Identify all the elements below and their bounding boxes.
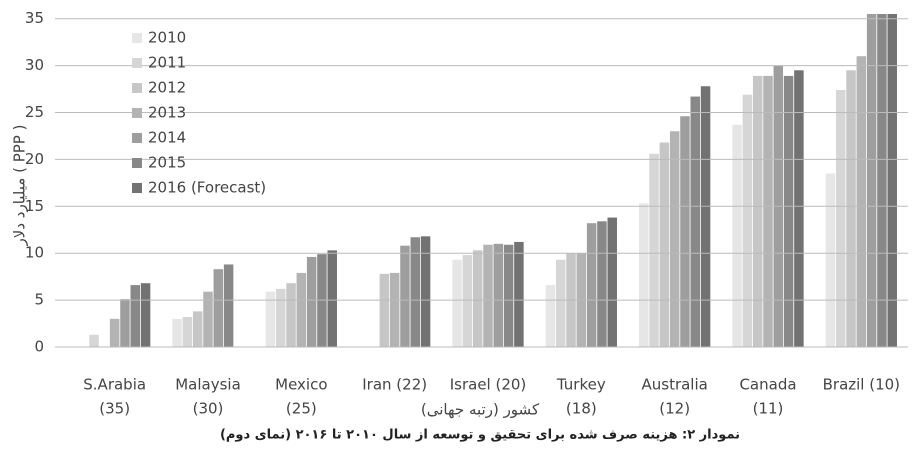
bar — [586, 223, 597, 347]
bar — [223, 264, 234, 347]
y-tick-label: 0 — [34, 338, 44, 356]
bar — [89, 334, 99, 347]
bar — [120, 299, 130, 347]
bar — [825, 173, 836, 347]
x-tick-label: Turkey — [556, 376, 606, 394]
legend-label: 2015 — [148, 154, 186, 172]
bar — [462, 255, 473, 347]
legend-swatch — [132, 83, 142, 93]
bar — [794, 70, 804, 348]
bar — [545, 285, 556, 347]
legend-label: 2011 — [148, 54, 186, 72]
bar — [192, 311, 203, 347]
bar — [483, 244, 493, 347]
y-axis-label: میلیارد دلار ( PPP ) — [11, 125, 29, 247]
bar — [286, 283, 296, 347]
x-tick-label: (12) — [659, 400, 690, 418]
x-tick-label: S.Arabia — [83, 376, 146, 394]
bar — [493, 243, 504, 347]
bar — [649, 153, 659, 347]
x-tick-label: (30) — [193, 400, 224, 418]
bar — [680, 116, 690, 347]
bar — [503, 244, 514, 347]
bar — [690, 96, 701, 347]
bar — [742, 94, 753, 347]
bar — [203, 291, 213, 347]
bar — [109, 318, 120, 347]
bar — [877, 14, 887, 348]
bar — [275, 288, 286, 347]
bar — [607, 217, 617, 347]
x-tick-label: Iran (22) — [362, 376, 427, 394]
x-tick-label: (11) — [753, 400, 784, 418]
legend-swatch — [132, 108, 142, 118]
bar — [472, 250, 483, 347]
legend-swatch — [132, 183, 142, 193]
bar — [514, 241, 524, 347]
bar — [639, 203, 649, 347]
x-tick-label: Israel (20) — [450, 376, 527, 394]
bar — [846, 70, 856, 348]
bar — [659, 142, 670, 347]
y-tick-label: 20 — [25, 150, 44, 168]
bar — [213, 269, 224, 347]
x-tick-label: (35) — [99, 400, 130, 418]
bar — [669, 131, 680, 347]
bar — [835, 89, 846, 347]
bar — [265, 291, 276, 347]
bar — [732, 124, 742, 348]
x-tick-label: Malaysia — [175, 376, 241, 394]
x-tick-label: Australia — [641, 376, 707, 394]
bar — [856, 56, 867, 347]
bar — [140, 283, 151, 347]
y-tick-label: 35 — [25, 9, 44, 27]
bar — [410, 237, 421, 347]
bar — [866, 14, 877, 348]
legend-swatch — [132, 33, 142, 43]
bar — [783, 75, 794, 348]
legend-swatch — [132, 58, 142, 68]
legend-label: 2013 — [148, 104, 186, 122]
y-tick-label: 25 — [25, 103, 44, 121]
x-tick-label: Brazil (10) — [823, 376, 900, 394]
legend-label: 2012 — [148, 79, 186, 97]
x-tick-label: (25) — [286, 400, 317, 418]
legend-label: 2014 — [148, 129, 186, 147]
bar — [700, 86, 711, 347]
bar — [400, 245, 410, 347]
bar — [420, 236, 431, 347]
caption: نمودار ۲: هزینه صرف شده برای تحقیق و توس… — [220, 428, 740, 443]
bar — [327, 250, 337, 347]
bar — [130, 285, 141, 347]
y-tick-label: 15 — [25, 197, 44, 215]
bar — [306, 256, 317, 347]
x-tick-label: (18) — [566, 400, 597, 418]
bar — [379, 273, 390, 347]
bar — [597, 221, 607, 347]
y-tick-label: 10 — [25, 244, 44, 262]
x-tick-label: Mexico — [275, 376, 327, 394]
x-axis-label: کشور (رتبه جهانی) — [421, 401, 540, 419]
bar — [752, 75, 763, 348]
legend-swatch — [132, 158, 142, 168]
bar — [172, 318, 182, 347]
legend-label: 2010 — [148, 29, 186, 47]
bar — [296, 272, 307, 347]
legend-label: 2016 (Forecast) — [148, 179, 266, 197]
y-tick-label: 30 — [25, 56, 44, 74]
legend-swatch — [132, 133, 142, 143]
bar — [389, 272, 400, 347]
bar — [887, 14, 897, 348]
x-tick-label: Canada — [739, 376, 796, 394]
y-tick-label: 5 — [34, 291, 44, 309]
bar — [182, 316, 193, 347]
bar — [763, 75, 773, 348]
bar — [555, 259, 566, 347]
bar — [452, 259, 462, 347]
